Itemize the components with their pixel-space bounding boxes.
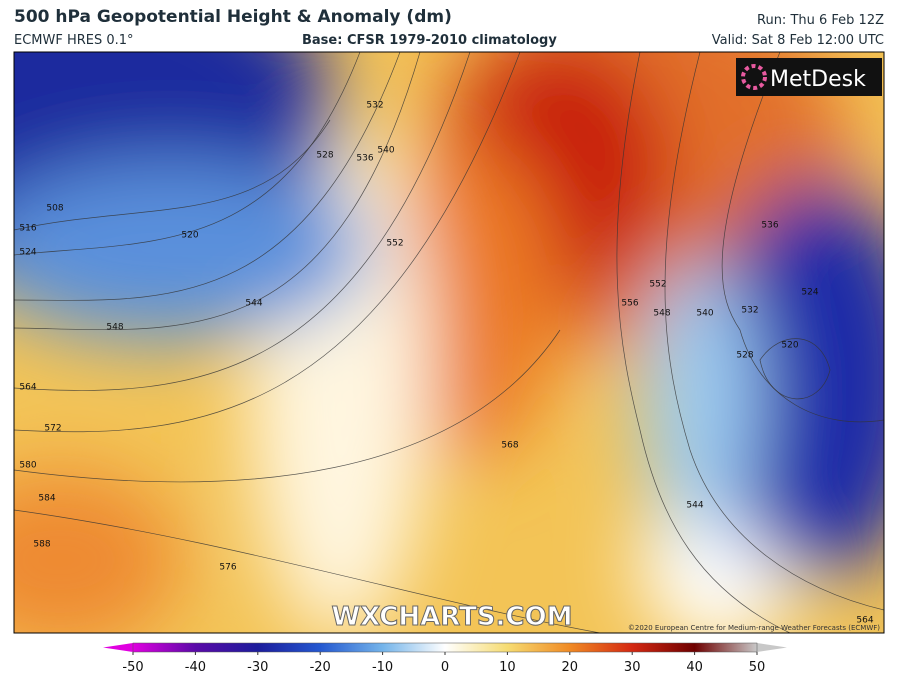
contour-label: 576 <box>219 563 236 573</box>
contour-label: 536 <box>761 221 778 231</box>
contour-label: 584 <box>38 494 55 504</box>
contour-label: 552 <box>649 280 666 290</box>
contour-label: 520 <box>181 231 198 241</box>
contour-label: 520 <box>781 341 798 351</box>
colorbar: -50 -40 -30 -20 -10 0 10 20 30 40 50 <box>103 642 787 675</box>
colorbar-tick-label: -20 <box>310 660 331 675</box>
contour-label: 540 <box>696 309 713 319</box>
logo-icon <box>741 64 767 90</box>
colorbar-tick-label: 10 <box>499 660 516 675</box>
colorbar-tick-label: 20 <box>562 660 579 675</box>
run: Run: Thu 6 Feb 12Z <box>757 13 884 28</box>
contour-label: 564 <box>856 616 873 626</box>
contour-label: 564 <box>19 383 36 393</box>
logo: MetDesk <box>770 67 866 92</box>
contour-label: 524 <box>19 248 36 258</box>
contour-label: 548 <box>106 323 123 333</box>
colorbar-tick-label: 0 <box>441 660 449 675</box>
map: 532 536 540 528 520 516 524 508 544 548 … <box>14 52 884 633</box>
colorbar-tick-label: 30 <box>624 660 641 675</box>
title: 500 hPa Geopotential Height & Anomaly (d… <box>14 7 452 27</box>
logo-box <box>736 58 882 96</box>
contour-label: 532 <box>741 306 758 316</box>
contour-label: 540 <box>377 146 394 156</box>
contour-label: 532 <box>366 101 383 111</box>
colorbar-tick-label: -30 <box>247 660 268 675</box>
base: Base: CFSR 1979-2010 climatology <box>302 33 557 48</box>
contour-label: 580 <box>19 461 36 471</box>
contour-label: 516 <box>19 224 36 234</box>
colorbar-tick-label: 50 <box>749 660 766 675</box>
contour-label: 552 <box>386 239 403 249</box>
contour-label: 556 <box>621 299 638 309</box>
contour-label: 588 <box>33 540 50 550</box>
watermark: WXCHARTS.COM <box>331 602 572 632</box>
colorbar-arrow-left <box>103 643 133 652</box>
contour-label: 544 <box>245 299 262 309</box>
copyright: ©2020 European Centre for Medium-range W… <box>628 624 880 632</box>
contour-label: 536 <box>356 154 373 164</box>
valid: Valid: Sat 8 Feb 12:00 UTC <box>712 33 884 48</box>
colorbar-tick-label: -40 <box>185 660 206 675</box>
model: ECMWF HRES 0.1° <box>14 33 134 48</box>
colorbar-bar <box>132 642 758 653</box>
contour-label: 568 <box>501 441 518 451</box>
colorbar-tick-label: 40 <box>686 660 703 675</box>
contour-label: 572 <box>44 424 61 434</box>
contour-label: 524 <box>801 288 818 298</box>
colorbar-tick-label: -10 <box>372 660 393 675</box>
contour-label: 528 <box>316 151 333 161</box>
colorbar-arrow-right <box>757 643 787 652</box>
contour-label: 548 <box>653 309 670 319</box>
map-frame <box>13 51 885 634</box>
contour-label: 544 <box>686 501 703 511</box>
contour-label: 528 <box>736 351 753 361</box>
colorbar-tick-label: -50 <box>122 660 143 675</box>
contour-label: 508 <box>46 204 63 214</box>
